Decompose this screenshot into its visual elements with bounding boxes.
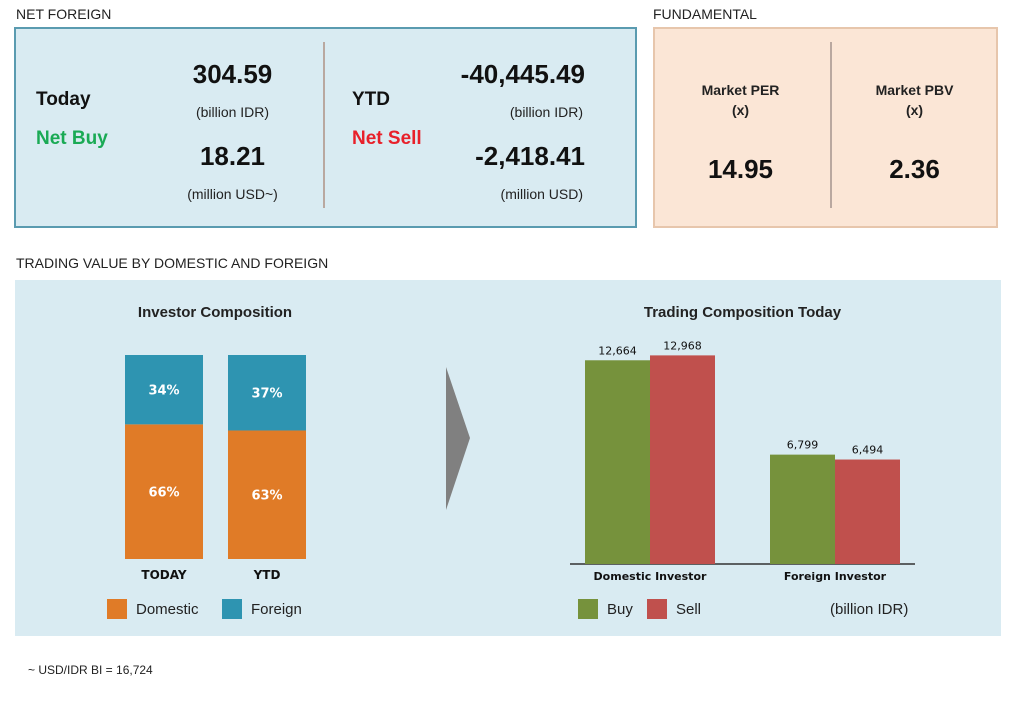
foreign-bar-ytd — [228, 355, 306, 431]
today-net-status: Net Buy — [36, 128, 108, 149]
legend-domestic-swatch — [107, 599, 127, 619]
buy-value-label-domestic: 12,664 — [598, 344, 637, 357]
net-foreign-title: NET FOREIGN — [16, 6, 112, 22]
trading-title: TRADING VALUE BY DOMESTIC AND FOREIGN — [16, 255, 329, 271]
domestic-bar-ytd — [228, 430, 306, 559]
ytd-value-usd: -2,418.41 — [475, 141, 585, 171]
today-value-usd: 18.21 — [199, 141, 266, 171]
today-unit-usd: (million USD~) — [187, 186, 278, 202]
unit-label: (billion IDR) — [830, 601, 909, 618]
legend-domestic: Domestic — [107, 599, 199, 619]
investor-composition-chart: 66% 34% TODAY 63% 37% YTD — [125, 355, 306, 582]
market-per-value: 14.95 — [707, 154, 774, 184]
legend-buy: Buy — [578, 599, 633, 619]
foreign-pct-label-today: 34% — [148, 384, 179, 399]
category-label-ytd: YTD — [253, 568, 281, 582]
today-label: Today — [36, 89, 91, 110]
foreign-pct-label-ytd: 37% — [251, 387, 282, 402]
buy-value-label-foreign: 6,799 — [787, 439, 819, 452]
category-label-foreign: Foreign Investor — [784, 570, 887, 583]
legend-domestic-label: Domestic — [136, 600, 199, 618]
legend-foreign-label: Foreign — [251, 600, 302, 618]
sell-value-label-domestic: 12,968 — [663, 339, 702, 352]
ytd-label: YTD — [352, 89, 390, 110]
buy-bar-domestic — [585, 360, 650, 564]
category-label-domestic: Domestic Investor — [594, 570, 707, 583]
legend-sell-swatch — [647, 599, 667, 619]
ytd-unit-usd: (million USD) — [500, 186, 583, 202]
market-pbv-value: 2.36 — [889, 154, 940, 184]
exchange-rate-footnote: ~ USD/IDR BI = 16,724 — [28, 663, 153, 677]
legend-buy-label: Buy — [607, 600, 633, 618]
legend-sell: Sell — [647, 599, 701, 619]
sell-bar-foreign — [835, 459, 900, 564]
fundamental-title: FUNDAMENTAL — [653, 6, 757, 22]
legend-foreign: Foreign — [222, 599, 302, 619]
category-label-today: TODAY — [141, 568, 186, 582]
net-foreign-panel — [14, 27, 637, 228]
sell-value-label-foreign: 6,494 — [852, 444, 884, 457]
market-per-unit: (x) — [731, 102, 750, 118]
investor-composition-title: Investor Composition — [137, 304, 293, 321]
trading-composition-title: Trading Composition Today — [643, 304, 842, 321]
legend-buy-swatch — [578, 599, 598, 619]
domestic-pct-label-today: 66% — [148, 486, 179, 501]
ytd-value-idr: -40,445.49 — [460, 59, 585, 89]
legend-foreign-swatch — [222, 599, 242, 619]
net-foreign-divider — [323, 42, 325, 208]
ytd-unit-idr: (billion IDR) — [509, 104, 583, 120]
today-value-idr: 304.59 — [192, 59, 273, 89]
ytd-net-status: Net Sell — [352, 128, 422, 149]
domestic-bar-today — [125, 424, 203, 559]
market-per-label: Market PER — [701, 82, 780, 98]
buy-bar-foreign — [770, 454, 835, 564]
trading-composition-chart: 12,664 12,968 Domestic Investor 6,799 6,494 F… — [570, 339, 915, 583]
flow-arrow-icon — [446, 367, 470, 510]
today-unit-idr: (billion IDR) — [195, 104, 270, 120]
sell-bar-domestic — [650, 355, 715, 564]
foreign-bar-today — [125, 355, 203, 425]
fundamental-panel — [653, 27, 998, 228]
market-pbv-label: Market PBV — [875, 82, 954, 98]
fundamental-divider — [830, 42, 832, 208]
domestic-pct-label-ytd: 63% — [251, 489, 282, 504]
legend-sell-label: Sell — [676, 600, 702, 618]
market-pbv-unit: (x) — [905, 102, 924, 118]
